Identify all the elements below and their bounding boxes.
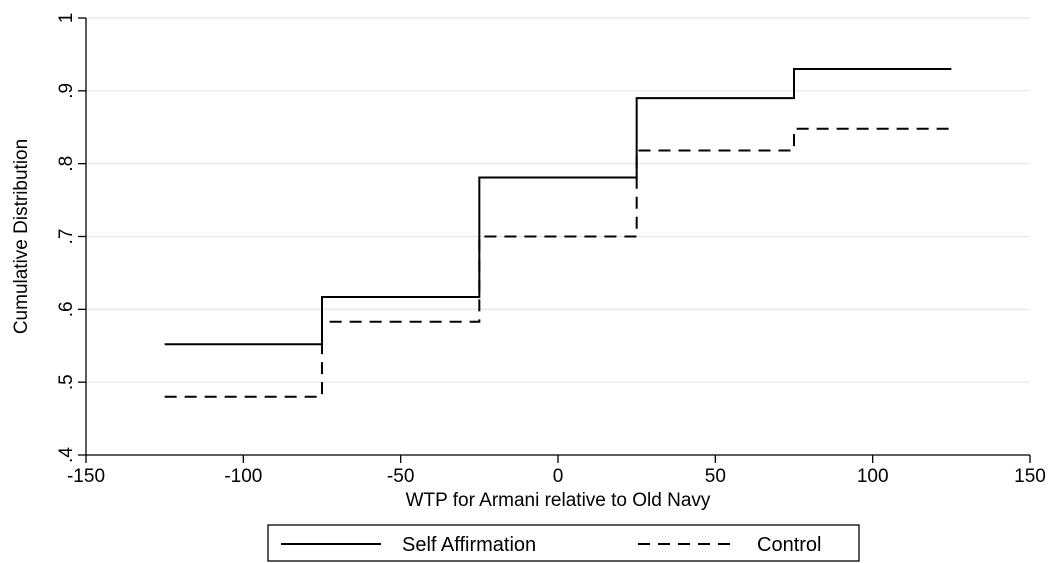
x-axis-title: WTP for Armani relative to Old Navy <box>406 490 711 511</box>
x-tick-label-3: 0 <box>553 466 564 487</box>
series-lines <box>164 67 952 398</box>
axes <box>78 17 1031 463</box>
series-line-control <box>164 127 952 398</box>
legend-label-control: Control <box>757 534 821 556</box>
y-tick-label-6: 1 <box>56 13 77 24</box>
x-tick-label-4: 50 <box>705 466 726 487</box>
legend: Self Affirmation Control <box>267 524 860 562</box>
y-tick-label-1: .5 <box>56 374 77 390</box>
x-tick-label-2: -50 <box>387 466 414 487</box>
y-tick-label-0: .4 <box>56 447 77 463</box>
y-tick-label-3: .7 <box>56 229 77 245</box>
y-tick-label-4: .8 <box>56 156 77 172</box>
y-tick-label-5: .9 <box>56 83 77 99</box>
y-axis-title: Cumulative Distribution <box>11 139 32 334</box>
x-tick-label-5: 100 <box>857 466 889 487</box>
x-tick-label-0: -150 <box>67 466 105 487</box>
x-tick-label-1: -100 <box>224 466 262 487</box>
tick-labels: .4 .5 .6 .7 .8 .9 1 -150 -100 -50 0 50 100 150 <box>56 13 1046 487</box>
legend-label-self-affirmation: Self Affirmation <box>402 534 536 556</box>
grid-lines <box>86 17 1030 456</box>
y-tick-label-2: .6 <box>56 301 77 317</box>
x-tick-label-6: 150 <box>1014 466 1046 487</box>
series-line-self-affirmation <box>164 67 952 346</box>
